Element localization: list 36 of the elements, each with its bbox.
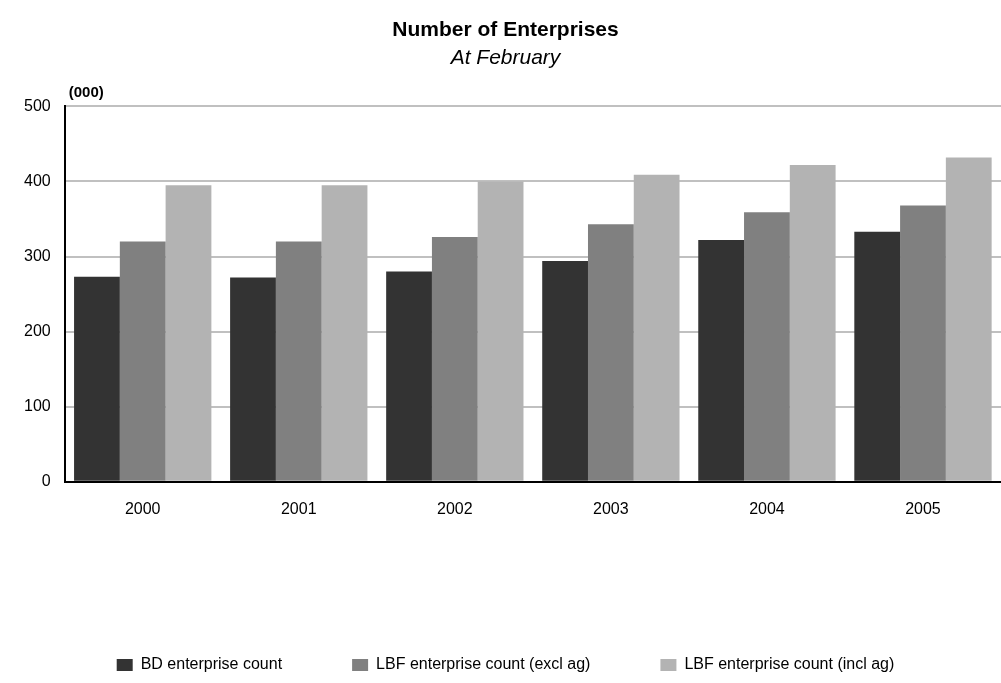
bar [119, 241, 166, 481]
chart-title: Number of Enterprises [392, 17, 619, 41]
y-tick-label: 300 [23, 246, 51, 264]
bar [74, 276, 120, 481]
x-tick-label: 2005 [905, 499, 941, 517]
x-tick-label: 2004 [749, 499, 785, 517]
bar [386, 271, 432, 481]
y-axis-title: (000) [68, 83, 104, 101]
y-tick-label: 200 [23, 322, 51, 340]
legend-label: LBF enterprise count (excl ag) [376, 655, 591, 673]
bar [789, 164, 836, 481]
bar [698, 240, 745, 481]
y-tick-label: 400 [23, 171, 51, 189]
x-tick-label: 2003 [593, 499, 629, 517]
bar [945, 157, 992, 481]
bar [744, 212, 790, 481]
bar [230, 277, 276, 481]
legend-label: BD enterprise count [140, 655, 283, 673]
bar [587, 224, 634, 481]
bar [900, 205, 946, 481]
x-tick-label: 2002 [437, 499, 473, 517]
bar [477, 181, 524, 481]
bar [431, 237, 478, 481]
bar [633, 174, 680, 481]
y-tick-label: 500 [23, 96, 51, 114]
bar [321, 185, 368, 481]
x-tick-label: 2000 [124, 499, 161, 517]
legend-label: LBF enterprise count (incl ag) [684, 655, 895, 673]
bar [165, 185, 212, 481]
y-tick-label: 0 [41, 472, 51, 490]
bar [275, 241, 322, 481]
x-tick-label: 2001 [280, 499, 317, 517]
bar [854, 231, 901, 481]
y-tick-label: 100 [23, 397, 51, 415]
bar [542, 261, 588, 481]
chart-subtitle: At February [448, 44, 562, 68]
